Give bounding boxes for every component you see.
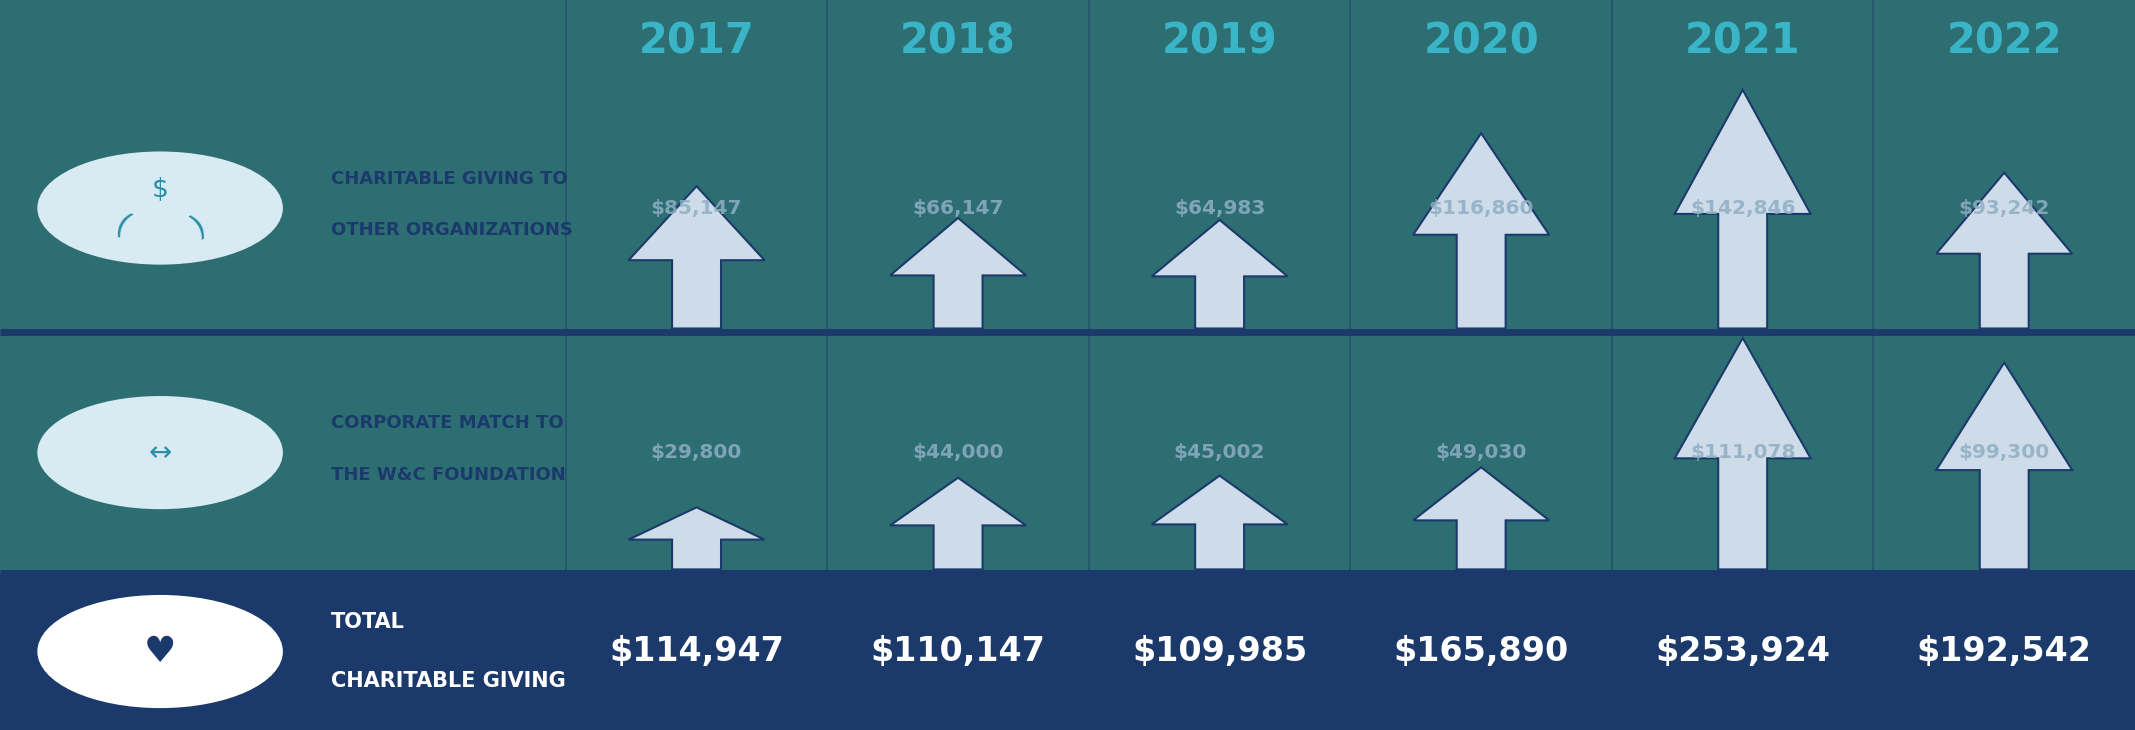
Polygon shape [1674, 90, 1810, 328]
Polygon shape [1674, 338, 1810, 569]
Text: $253,924: $253,924 [1655, 635, 1830, 668]
Text: CORPORATE MATCH TO: CORPORATE MATCH TO [331, 415, 564, 432]
Text: $29,800: $29,800 [651, 443, 743, 462]
Text: OTHER ORGANIZATIONS: OTHER ORGANIZATIONS [331, 221, 572, 239]
Polygon shape [1413, 133, 1550, 328]
Text: $142,846: $142,846 [1691, 199, 1796, 218]
Ellipse shape [36, 151, 282, 264]
Text: $45,002: $45,002 [1174, 443, 1266, 462]
Polygon shape [1936, 363, 2073, 569]
Text: $110,147: $110,147 [871, 635, 1046, 668]
Text: 2019: 2019 [1161, 21, 1277, 63]
Text: CHARITABLE GIVING TO: CHARITABLE GIVING TO [331, 170, 568, 188]
Text: ): ) [186, 211, 211, 242]
Text: 2022: 2022 [1947, 21, 2062, 63]
Text: 2017: 2017 [638, 21, 754, 63]
Text: $85,147: $85,147 [651, 199, 743, 218]
Text: 2020: 2020 [1424, 21, 1539, 63]
Text: 2021: 2021 [1685, 21, 1800, 63]
Text: $66,147: $66,147 [912, 199, 1003, 218]
Polygon shape [1936, 173, 2073, 328]
Ellipse shape [36, 595, 282, 708]
Polygon shape [890, 218, 1027, 328]
Polygon shape [628, 186, 764, 328]
Text: (: ( [109, 211, 135, 242]
Polygon shape [1413, 467, 1550, 569]
Text: THE W&C FOUNDATION: THE W&C FOUNDATION [331, 466, 566, 483]
Polygon shape [1151, 220, 1287, 328]
Text: $44,000: $44,000 [912, 443, 1003, 462]
Text: $: $ [152, 177, 169, 203]
Text: ♥: ♥ [143, 634, 177, 669]
Text: CHARITABLE GIVING: CHARITABLE GIVING [331, 671, 566, 691]
Text: ↔: ↔ [149, 439, 171, 466]
Ellipse shape [36, 396, 282, 510]
Bar [0, 573, 2135, 730]
Text: $111,078: $111,078 [1691, 443, 1796, 462]
Polygon shape [890, 477, 1027, 569]
Text: TOTAL: TOTAL [331, 612, 406, 632]
Text: $192,542: $192,542 [1917, 635, 2092, 668]
Text: $93,242: $93,242 [1958, 199, 2050, 218]
Text: $165,890: $165,890 [1394, 635, 1569, 668]
Text: 2018: 2018 [901, 21, 1016, 63]
Text: $49,030: $49,030 [1435, 443, 1527, 462]
Text: $64,983: $64,983 [1174, 199, 1266, 218]
Text: $109,985: $109,985 [1132, 635, 1307, 668]
Polygon shape [628, 507, 764, 569]
Text: $116,860: $116,860 [1428, 199, 1533, 218]
Text: $99,300: $99,300 [1958, 443, 2050, 462]
Polygon shape [1151, 476, 1287, 569]
Text: $114,947: $114,947 [608, 635, 784, 668]
